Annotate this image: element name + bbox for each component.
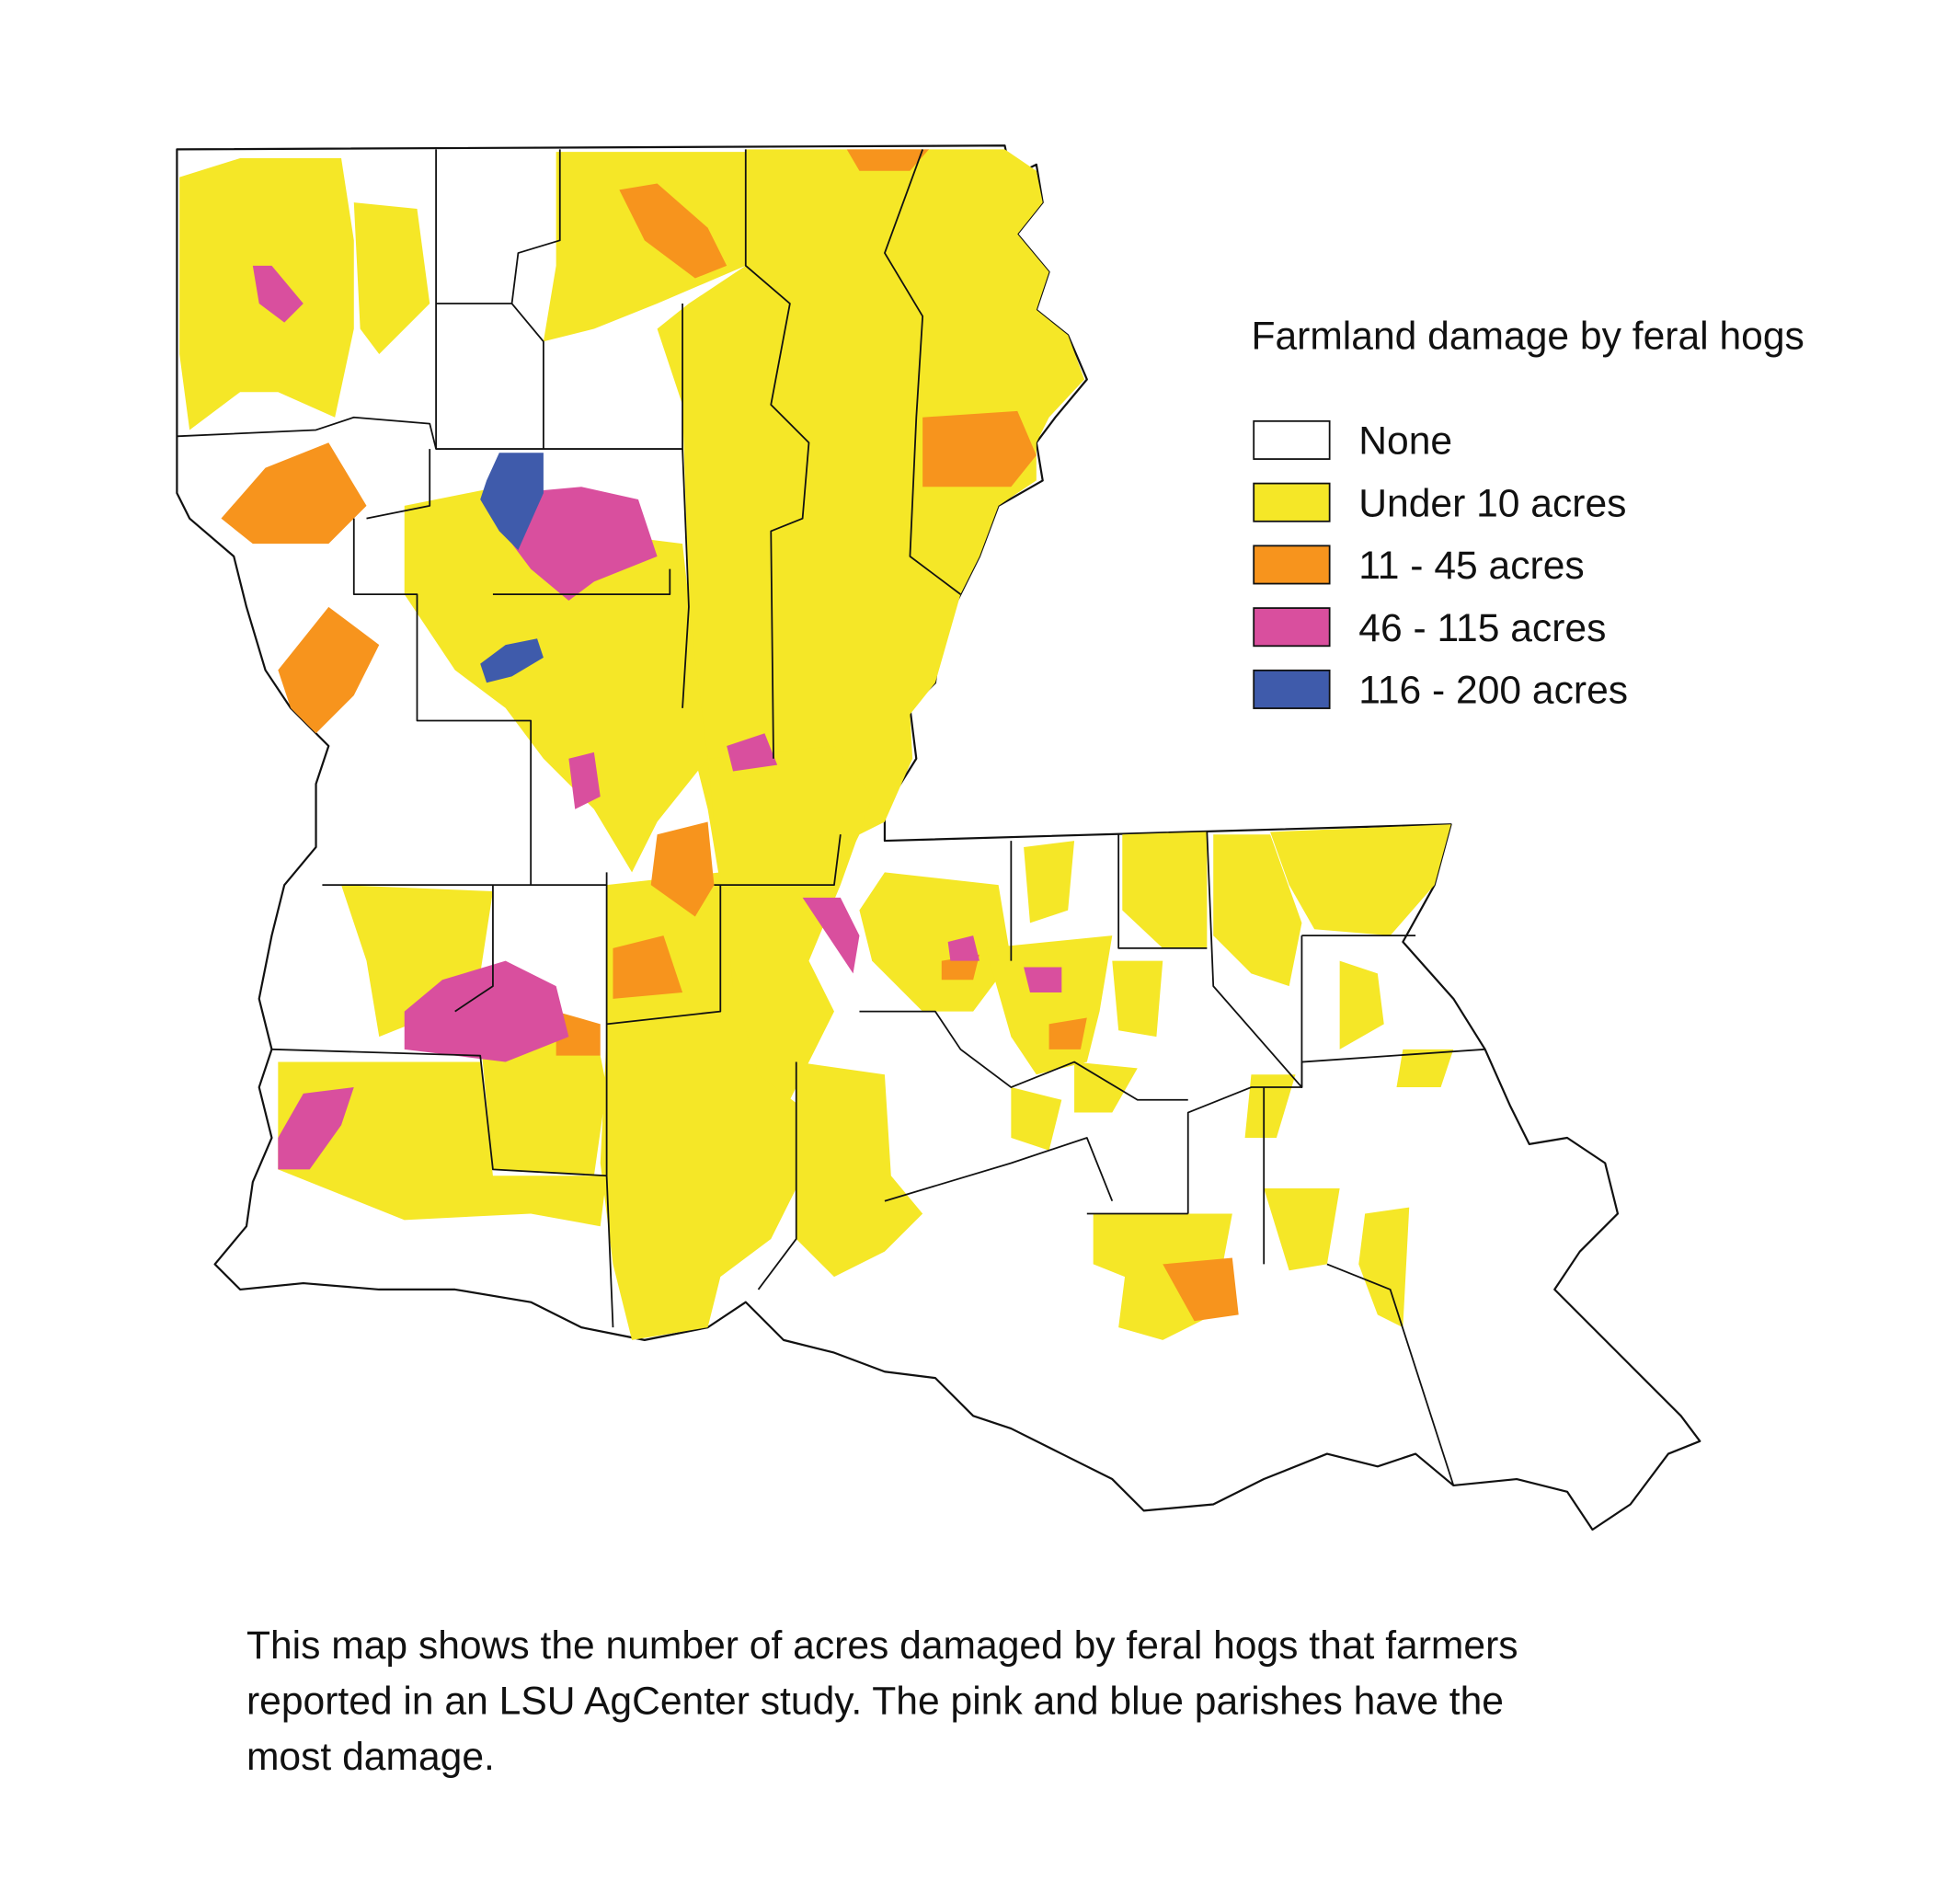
damage-areas [179,149,1454,1340]
area [1264,1187,1340,1271]
area [619,183,727,279]
area [480,638,544,683]
area [353,202,430,355]
area [1112,960,1163,1038]
caption-line: This map shows the number of acres damag… [246,1623,1518,1668]
area [221,442,367,545]
caption: This map shows the number of acres damag… [246,1623,1518,1779]
area [404,480,708,873]
legend-label: Under 10 acres [1358,481,1626,525]
area [568,751,601,809]
area [707,746,873,1113]
area [1163,1257,1239,1322]
caption-line: most damage. [246,1735,495,1779]
area [1074,1061,1138,1113]
area [1024,841,1075,923]
area [1244,1074,1296,1139]
area [480,1024,607,1176]
legend-label: 46 - 115 acres [1358,606,1606,650]
area [556,1011,601,1056]
legend-swatch [1253,545,1331,585]
legend-label: 11 - 45 acres [1358,544,1584,588]
area [846,149,930,171]
area [278,1087,354,1170]
area [922,410,1037,487]
area [511,487,658,601]
area [1011,1087,1062,1151]
area [727,733,778,772]
area [1048,1017,1087,1049]
legend-swatch [1253,482,1331,522]
area [278,606,380,734]
area [657,149,1085,892]
legend-swatch [1253,607,1331,648]
area [802,897,860,974]
area [480,453,544,551]
area [1358,1207,1410,1328]
legend: None Under 10 acres 11 - 45 acres 46 - 115 … [1253,419,1628,713]
area [252,265,304,323]
area [1213,834,1302,987]
area [543,152,746,342]
area [1339,960,1384,1049]
legend-swatch [1253,669,1331,709]
area [404,960,569,1062]
area [278,1061,607,1227]
area [1396,1049,1454,1088]
area [947,935,980,961]
area [1270,824,1451,936]
area [1122,832,1208,948]
area [613,935,683,999]
legend-label: None [1358,419,1452,464]
caption-line: reported in an LSU AgCenter study. The p… [246,1680,1504,1724]
legend-swatch [1253,419,1331,460]
area [650,821,715,917]
area [796,1061,923,1278]
parish-borders [177,149,1485,1486]
legend-title: Farmland damage by feral hogs [1251,315,1804,359]
area [1024,967,1062,992]
legend-label: 116 - 200 acres [1358,669,1628,713]
